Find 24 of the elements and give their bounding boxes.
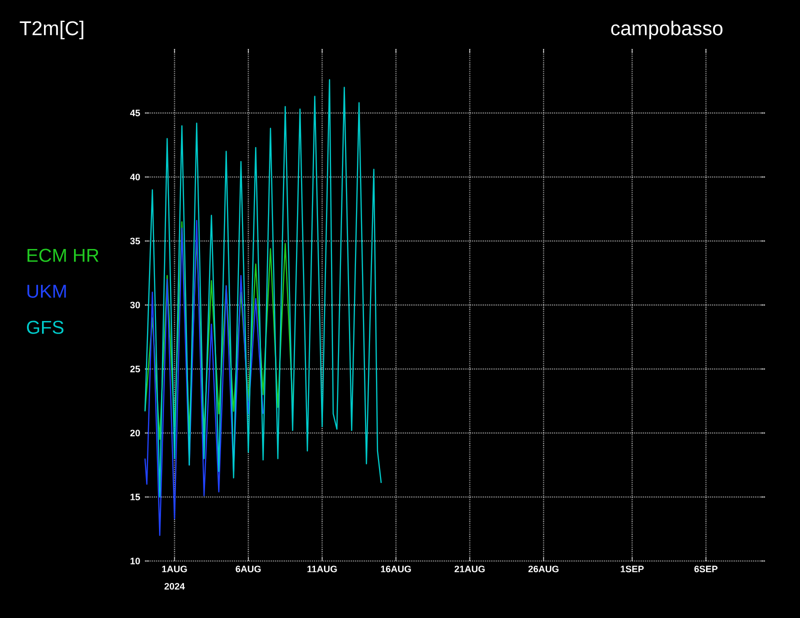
x-tick-label: 6AUG	[236, 566, 261, 572]
text: 2024	[164, 583, 185, 590]
y-tick-label: 30	[130, 302, 140, 308]
x-tick-label: 21AUG	[454, 566, 485, 572]
y-tick-label: 10	[130, 558, 140, 564]
y-tick-label: 20	[130, 430, 140, 436]
y-tick-label: 45	[130, 110, 140, 116]
chart-subtitle: campobasso	[611, 20, 722, 40]
x-tick-label: 1SEP	[620, 566, 644, 572]
line-series	[144, 220, 264, 536]
x-tick-label: 16AUG	[381, 566, 411, 572]
text: GFS	[26, 320, 64, 334]
text: UKM	[27, 284, 66, 298]
line-series	[144, 79, 382, 498]
x-tick-label: 11AUG	[307, 566, 337, 572]
y-tick-label: 40	[130, 174, 140, 180]
x-tick-label: 1AUG	[162, 566, 187, 572]
y-tick-label: 15	[130, 494, 140, 500]
chart-title: T2m[C]	[20, 20, 84, 40]
y-tick-label: 25	[130, 366, 140, 372]
y-tick-label: 35	[130, 238, 140, 244]
x-tick-label: 26AUG	[528, 566, 558, 572]
x-tick-label: 6SEP	[694, 566, 718, 572]
text: ECM HR	[28, 248, 98, 262]
